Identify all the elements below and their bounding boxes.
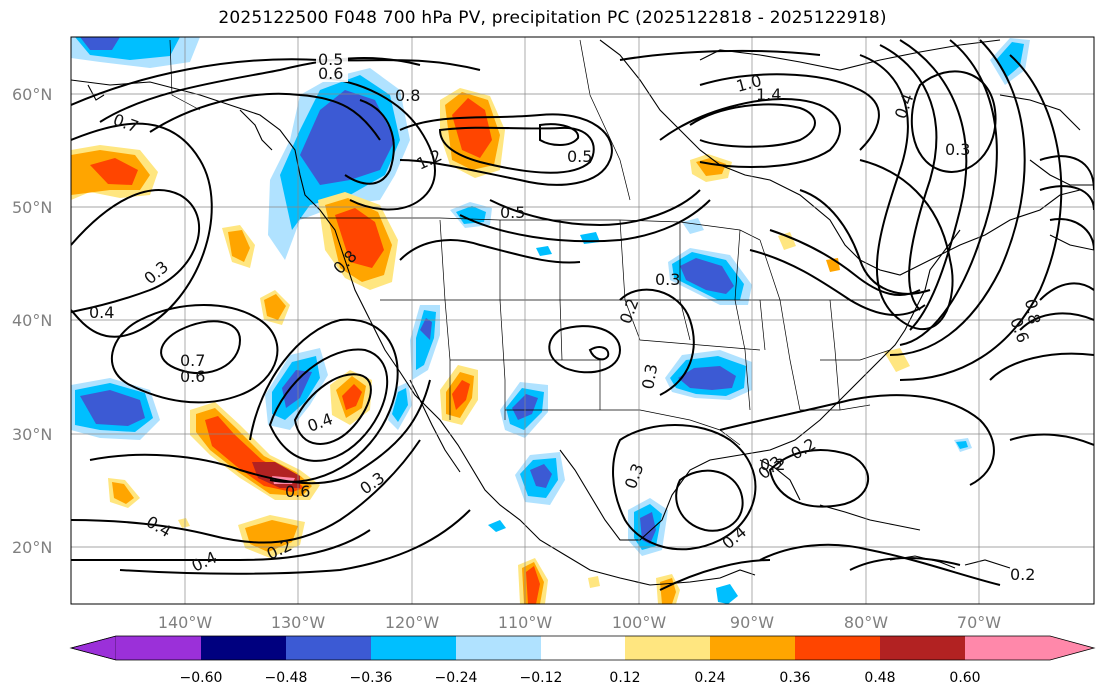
- colorbar-segment: [541, 636, 625, 660]
- precip-fills: [71, 37, 1030, 604]
- colorbar-segment: [116, 636, 201, 660]
- contour-label: 0.3: [655, 270, 680, 289]
- colorbar-segment: [286, 636, 371, 660]
- lon-label: 120°W: [385, 613, 440, 632]
- lat-label: 20°N: [12, 538, 52, 557]
- colorbar-tick: −0.36: [350, 670, 393, 686]
- colorbar-segment: [456, 636, 541, 660]
- contour-label: 0.2: [760, 455, 785, 474]
- contour-label: 0.6: [318, 64, 343, 83]
- colorbar-segment: [371, 636, 456, 660]
- colorbar-segment: [70, 635, 117, 661]
- lon-label: 70°W: [957, 613, 1001, 632]
- colorbar-segment: [965, 636, 1050, 660]
- contour-label: 0.4: [89, 303, 114, 322]
- contour-label: 0.8: [395, 86, 420, 105]
- pv-contours: [71, 39, 1094, 591]
- colorbar-tick: 0.24: [694, 670, 725, 686]
- lat-lon-grid: [71, 37, 1094, 604]
- map-panel: [71, 37, 1094, 604]
- colorbar-tick: 0.48: [864, 670, 895, 686]
- contour-label: 0.5: [567, 147, 592, 166]
- lat-label: 40°N: [12, 311, 52, 330]
- colorbar-segment: [710, 636, 795, 660]
- contour-label: 0.3: [638, 362, 661, 390]
- colorbar-segment: [795, 636, 880, 660]
- colorbar-tick: −0.60: [180, 670, 223, 686]
- colorbar: [69, 635, 1096, 661]
- colorbar-segment: [625, 636, 710, 660]
- lon-label: 140°W: [158, 613, 213, 632]
- colorbar-tick: −0.24: [435, 670, 478, 686]
- contour-label: 0.6: [180, 367, 205, 386]
- colorbar-tick: −0.12: [520, 670, 563, 686]
- colorbar-segment: [880, 636, 965, 660]
- lon-label: 100°W: [612, 613, 667, 632]
- colorbar-segment: [1050, 636, 1094, 660]
- lon-label: 110°W: [498, 613, 553, 632]
- contour-label: 0.2: [1010, 565, 1035, 584]
- contour-label: 0.3: [945, 140, 970, 159]
- lat-label: 50°N: [12, 198, 52, 217]
- latitude-labels: 60°N 50°N 40°N 30°N 20°N: [12, 85, 52, 557]
- colorbar-tick: 0.12: [609, 670, 640, 686]
- map-frame: [70, 36, 1095, 605]
- contour-label: 0.8: [1021, 297, 1044, 325]
- lon-label: 80°W: [844, 613, 888, 632]
- political-borders: [169, 39, 891, 446]
- lon-label: 130°W: [271, 613, 326, 632]
- map-title: 2025122500 F048 700 hPa PV, precipitatio…: [218, 8, 887, 28]
- lat-label: 60°N: [12, 85, 52, 104]
- contour-label: 0.6: [285, 482, 310, 501]
- colorbar-segment: [201, 636, 286, 660]
- colorbar-tick-labels: −0.60 −0.48 −0.36 −0.24 −0.12 0.12 0.24 …: [180, 670, 981, 686]
- lat-label: 30°N: [12, 425, 52, 444]
- contour-label: 0.5: [500, 203, 525, 222]
- colorbar-tick: 0.60: [949, 670, 980, 686]
- contour-label: 0.5: [318, 50, 343, 69]
- colorbar-tick: 0.36: [779, 670, 810, 686]
- contour-label: 0.7: [180, 351, 205, 370]
- contour-label: 1.4: [756, 85, 781, 104]
- colorbar-tick: −0.48: [265, 670, 308, 686]
- longitude-labels: 140°W 130°W 120°W 110°W 100°W 90°W 80°W …: [158, 613, 1001, 632]
- lon-label: 90°W: [730, 613, 774, 632]
